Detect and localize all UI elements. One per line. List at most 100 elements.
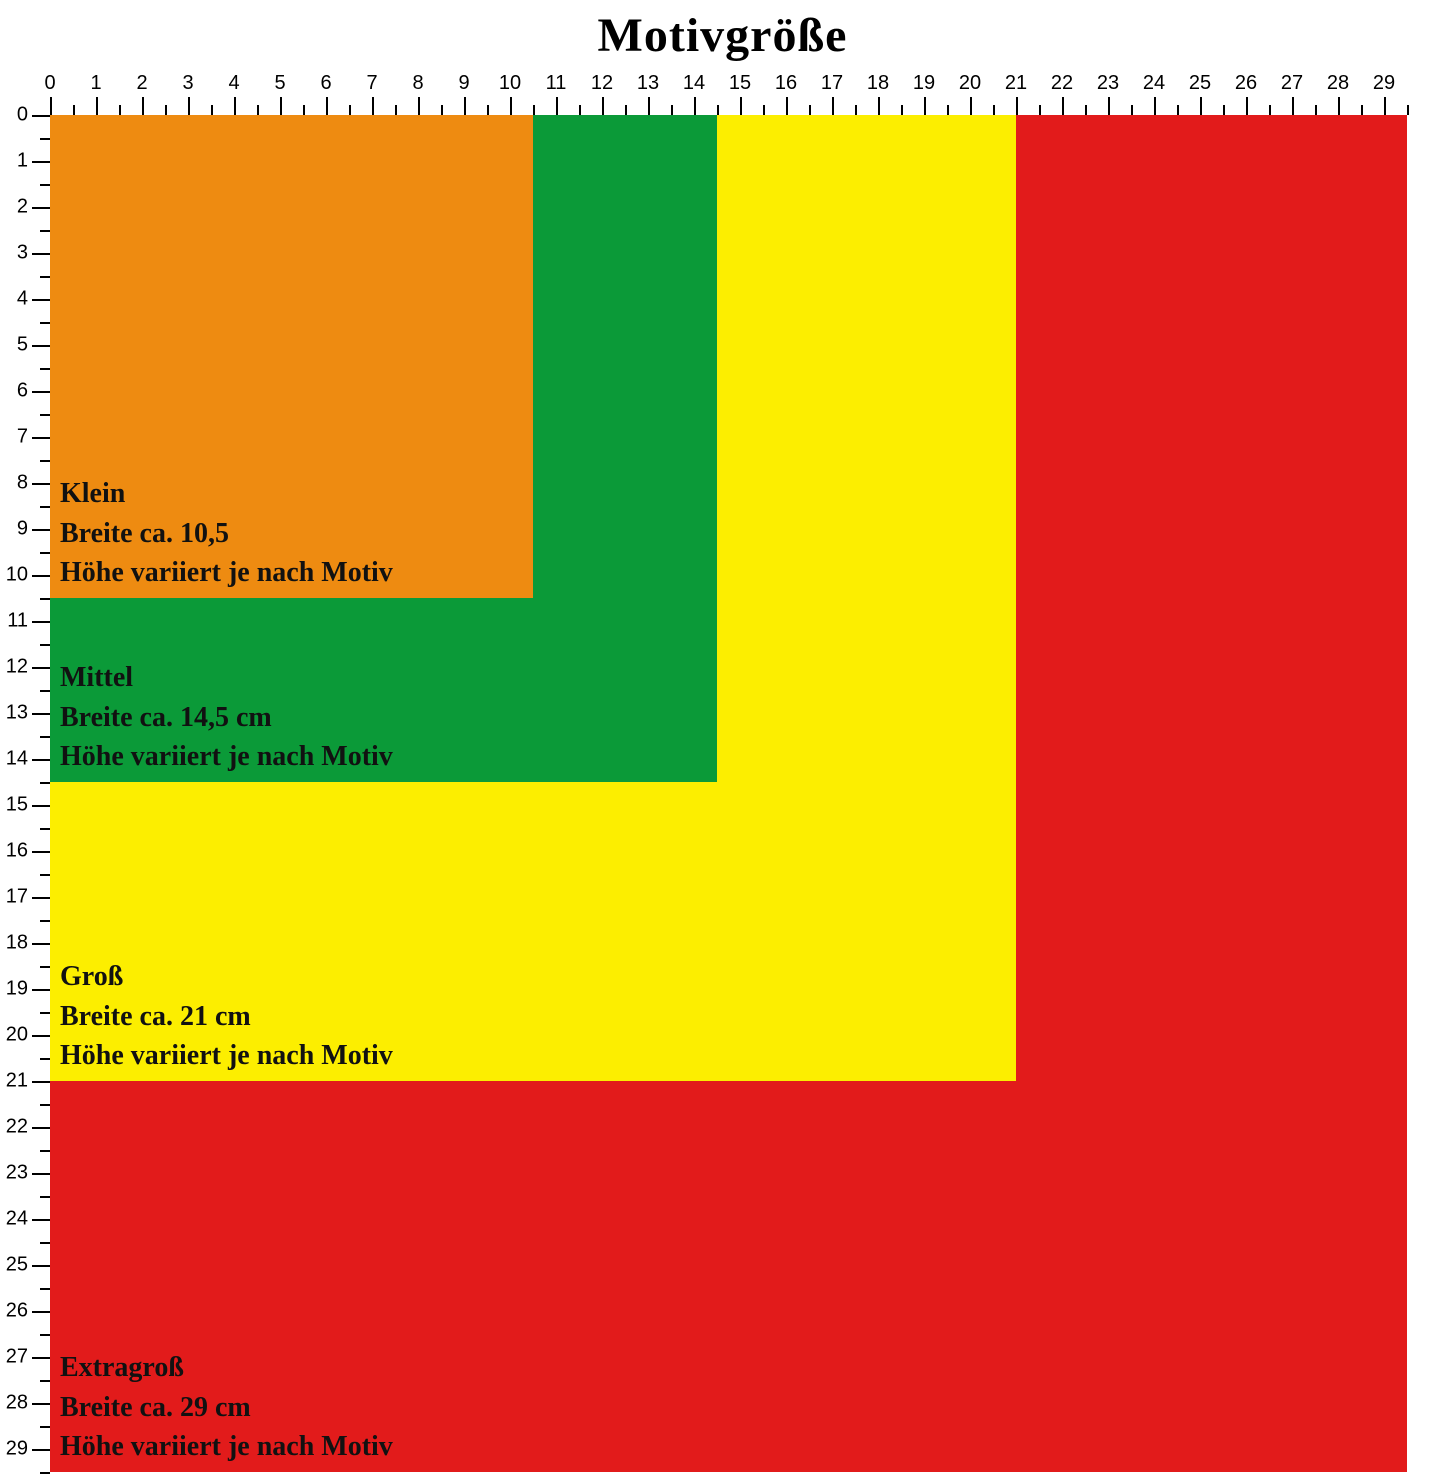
size-breite: Breite ca. 10,5 <box>60 514 393 553</box>
tick-top-minor <box>395 105 397 115</box>
tick-top-major <box>1200 97 1202 115</box>
tick-top-label: 4 <box>228 72 239 95</box>
tick-left-major <box>32 1403 50 1405</box>
tick-left-major <box>32 621 50 623</box>
size-name: Extragroß <box>60 1348 393 1387</box>
tick-left-minor <box>40 460 50 462</box>
tick-top-label: 20 <box>959 72 981 95</box>
tick-left-minor <box>40 552 50 554</box>
tick-left-minor <box>40 230 50 232</box>
tick-left-label: 19 <box>6 978 28 1001</box>
tick-top-minor <box>809 105 811 115</box>
tick-left-label: 23 <box>6 1162 28 1185</box>
tick-left-label: 4 <box>17 288 28 311</box>
tick-left-label: 10 <box>6 564 28 587</box>
tick-top-minor <box>1223 105 1225 115</box>
tick-top-minor <box>303 105 305 115</box>
tick-top-label: 6 <box>320 72 331 95</box>
tick-top-major <box>188 97 190 115</box>
size-label-mittel: MittelBreite ca. 14,5 cmHöhe variiert je… <box>60 658 393 776</box>
tick-left-label: 22 <box>6 1116 28 1139</box>
tick-left-major <box>32 1219 50 1221</box>
tick-top-minor <box>165 105 167 115</box>
tick-left-minor <box>40 1426 50 1428</box>
tick-top-major <box>694 97 696 115</box>
tick-left-label: 20 <box>6 1024 28 1047</box>
tick-left-label: 18 <box>6 932 28 955</box>
tick-top-minor <box>1177 105 1179 115</box>
tick-left-label: 17 <box>6 886 28 909</box>
tick-top-major <box>1246 97 1248 115</box>
tick-left-minor <box>40 1104 50 1106</box>
size-label-klein: KleinBreite ca. 10,5Höhe variiert je nac… <box>60 474 393 592</box>
tick-left-label: 3 <box>17 242 28 265</box>
tick-left-minor <box>40 1196 50 1198</box>
tick-top-label: 10 <box>499 72 521 95</box>
tick-top-label: 7 <box>366 72 377 95</box>
tick-top-major <box>372 97 374 115</box>
tick-top-label: 12 <box>591 72 613 95</box>
size-breite: Breite ca. 14,5 cm <box>60 698 393 737</box>
tick-left-minor <box>40 506 50 508</box>
tick-left-major <box>32 1357 50 1359</box>
size-breite: Breite ca. 29 cm <box>60 1388 393 1427</box>
tick-left-minor <box>40 598 50 600</box>
tick-top-label: 21 <box>1005 72 1027 95</box>
tick-top-minor <box>1315 105 1317 115</box>
tick-left-label: 26 <box>6 1300 28 1323</box>
tick-top-minor <box>1361 105 1363 115</box>
tick-left-minor <box>40 414 50 416</box>
tick-top-minor <box>211 105 213 115</box>
size-hoehe: Höhe variiert je nach Motiv <box>60 553 393 592</box>
tick-top-major <box>970 97 972 115</box>
tick-left-minor <box>40 1242 50 1244</box>
tick-left-major <box>32 897 50 899</box>
tick-top-label: 3 <box>182 72 193 95</box>
tick-top-label: 26 <box>1235 72 1257 95</box>
tick-left-major <box>32 529 50 531</box>
tick-top-minor <box>717 105 719 115</box>
tick-top-label: 11 <box>546 72 567 95</box>
tick-left-label: 25 <box>6 1254 28 1277</box>
tick-left-minor <box>40 1288 50 1290</box>
ruler-top: 0123456789101112131415161718192021222324… <box>50 70 1445 115</box>
tick-top-major <box>832 97 834 115</box>
tick-top-minor <box>625 105 627 115</box>
tick-left-minor <box>40 736 50 738</box>
tick-left-label: 1 <box>17 150 28 173</box>
tick-top-label: 14 <box>683 72 705 95</box>
tick-left-label: 13 <box>6 702 28 725</box>
tick-left-major <box>32 805 50 807</box>
tick-top-minor <box>1085 105 1087 115</box>
tick-top-label: 2 <box>136 72 147 95</box>
tick-top-major <box>510 97 512 115</box>
tick-top-minor <box>763 105 765 115</box>
tick-left-major <box>32 207 50 209</box>
size-name: Groß <box>60 957 393 996</box>
tick-left-label: 9 <box>17 518 28 541</box>
tick-top-major <box>556 97 558 115</box>
tick-left-minor <box>40 322 50 324</box>
tick-top-minor <box>1131 105 1133 115</box>
tick-top-minor <box>901 105 903 115</box>
tick-top-major <box>1062 97 1064 115</box>
tick-top-minor <box>1407 105 1409 115</box>
size-name: Klein <box>60 474 393 513</box>
tick-top-major <box>1016 97 1018 115</box>
tick-top-label: 0 <box>44 72 55 95</box>
tick-left-major <box>32 1173 50 1175</box>
tick-left-major <box>32 115 50 117</box>
tick-left-minor <box>40 1334 50 1336</box>
tick-left-major <box>32 161 50 163</box>
tick-left-minor <box>40 1150 50 1152</box>
tick-top-major <box>464 97 466 115</box>
tick-top-label: 1 <box>90 72 101 95</box>
tick-left-major <box>32 1449 50 1451</box>
tick-top-label: 16 <box>775 72 797 95</box>
size-name: Mittel <box>60 658 393 697</box>
tick-top-minor <box>257 105 259 115</box>
tick-top-label: 25 <box>1189 72 1211 95</box>
tick-left-label: 14 <box>6 748 28 771</box>
tick-top-major <box>50 97 52 115</box>
tick-top-minor <box>1039 105 1041 115</box>
